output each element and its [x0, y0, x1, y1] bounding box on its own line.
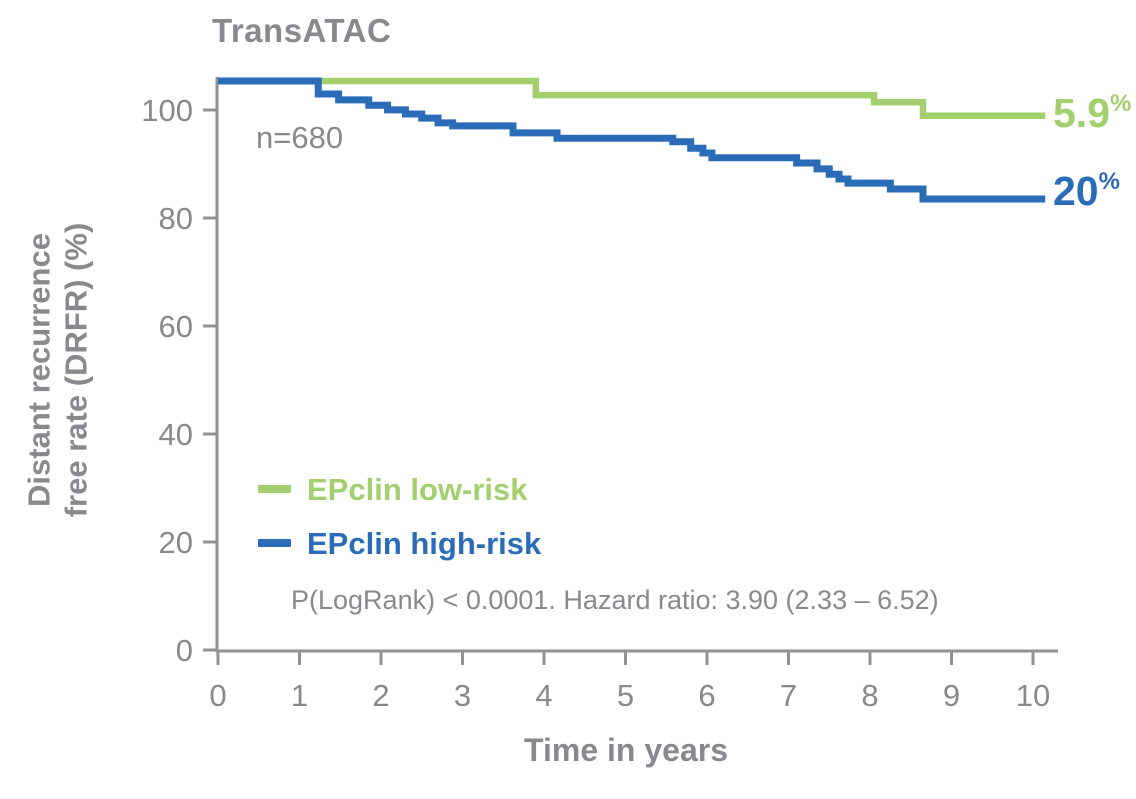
- x-tick-label: 4: [535, 678, 552, 713]
- legend: EPclin low-risk EPclin high-risk: [258, 470, 541, 578]
- sample-size-label: n=680: [256, 120, 344, 155]
- x-tick-label: 8: [861, 678, 878, 713]
- curve-high-risk: [218, 77, 1046, 203]
- y-tick-label: 20: [159, 525, 193, 560]
- x-tick-label: 0: [209, 678, 226, 713]
- legend-label-high-risk: EPclin high-risk: [307, 525, 542, 561]
- high-risk-end-value: 20: [1053, 168, 1099, 214]
- x-tick-label: 5: [617, 678, 634, 713]
- y-tick-label: 40: [159, 417, 193, 452]
- high-risk-end-label: 20%: [1053, 170, 1120, 212]
- legend-item-high-risk: EPclin high-risk: [258, 524, 541, 562]
- y-tick-label: 0: [176, 633, 193, 668]
- percent-sign: %: [1110, 90, 1132, 117]
- low-risk-end-value: 5.9: [1053, 90, 1110, 136]
- percent-sign: %: [1098, 168, 1120, 195]
- low-risk-line-swatch: [258, 485, 291, 493]
- x-tick-label: 7: [780, 678, 797, 713]
- legend-label-low-risk: EPclin low-risk: [307, 471, 528, 507]
- curve-low-risk: [218, 77, 1046, 120]
- x-tick-label: 3: [454, 678, 471, 713]
- y-tick-label: 100: [141, 93, 193, 128]
- x-tick-label: 6: [698, 678, 715, 713]
- statistics-annotation: P(LogRank) < 0.0001. Hazard ratio: 3.90 …: [291, 585, 939, 615]
- y-tick-label: 60: [159, 309, 193, 344]
- y-tick-label: 80: [159, 201, 193, 236]
- legend-item-low-risk: EPclin low-risk: [258, 470, 541, 508]
- x-tick-label: 2: [372, 678, 389, 713]
- x-tick-label: 1: [291, 678, 308, 713]
- high-risk-line-swatch: [258, 539, 291, 547]
- x-tick-label: 10: [1016, 678, 1050, 713]
- low-risk-end-label: 5.9%: [1053, 92, 1131, 134]
- x-axis-title: Time in years: [524, 732, 728, 768]
- x-tick-label: 9: [943, 678, 960, 713]
- chart-title: TransATAC: [212, 12, 392, 49]
